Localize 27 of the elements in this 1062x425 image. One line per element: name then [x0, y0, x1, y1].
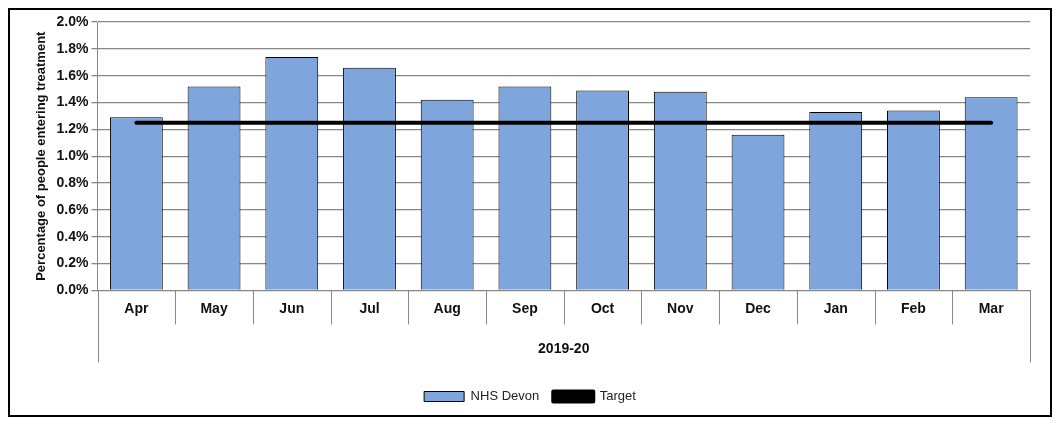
- x-tick-label: Oct: [590, 299, 615, 316]
- y-tick-label: 1.2%: [56, 120, 90, 137]
- x-tick-label: Aug: [433, 299, 461, 316]
- x-tick-label: Sep: [512, 299, 538, 316]
- y-axis-title: Percentage of people entering treatment: [33, 30, 49, 281]
- x-tick-label: Apr: [124, 299, 149, 316]
- x-tick-label: Feb: [900, 299, 926, 316]
- y-tick-label: 0.6%: [56, 200, 90, 217]
- x-tick-label: Nov: [667, 299, 694, 316]
- x-axis-title: 2019-20: [538, 340, 590, 357]
- y-tick-label: 1.0%: [56, 147, 90, 164]
- x-tick-label: Jun: [279, 299, 305, 316]
- x-tick-label: Mar: [978, 299, 1005, 316]
- x-tick-label: Jan: [823, 299, 848, 316]
- y-tick-label: 2.0%: [56, 12, 90, 29]
- y-tick-label: 1.8%: [56, 39, 90, 56]
- y-tick-label: 0.2%: [56, 254, 90, 271]
- legend-label: Target: [599, 388, 637, 404]
- y-tick-label: 0.0%: [56, 281, 90, 298]
- x-tick-label: Jul: [359, 299, 380, 316]
- x-tick-label: Dec: [745, 299, 772, 316]
- y-tick-label: 0.4%: [56, 227, 90, 244]
- y-tick-label: 1.6%: [56, 66, 90, 83]
- x-tick-label: May: [200, 299, 228, 316]
- y-tick-label: 0.8%: [56, 173, 90, 190]
- y-tick-label: 1.4%: [56, 93, 90, 110]
- legend-label: NHS Devon: [470, 388, 540, 404]
